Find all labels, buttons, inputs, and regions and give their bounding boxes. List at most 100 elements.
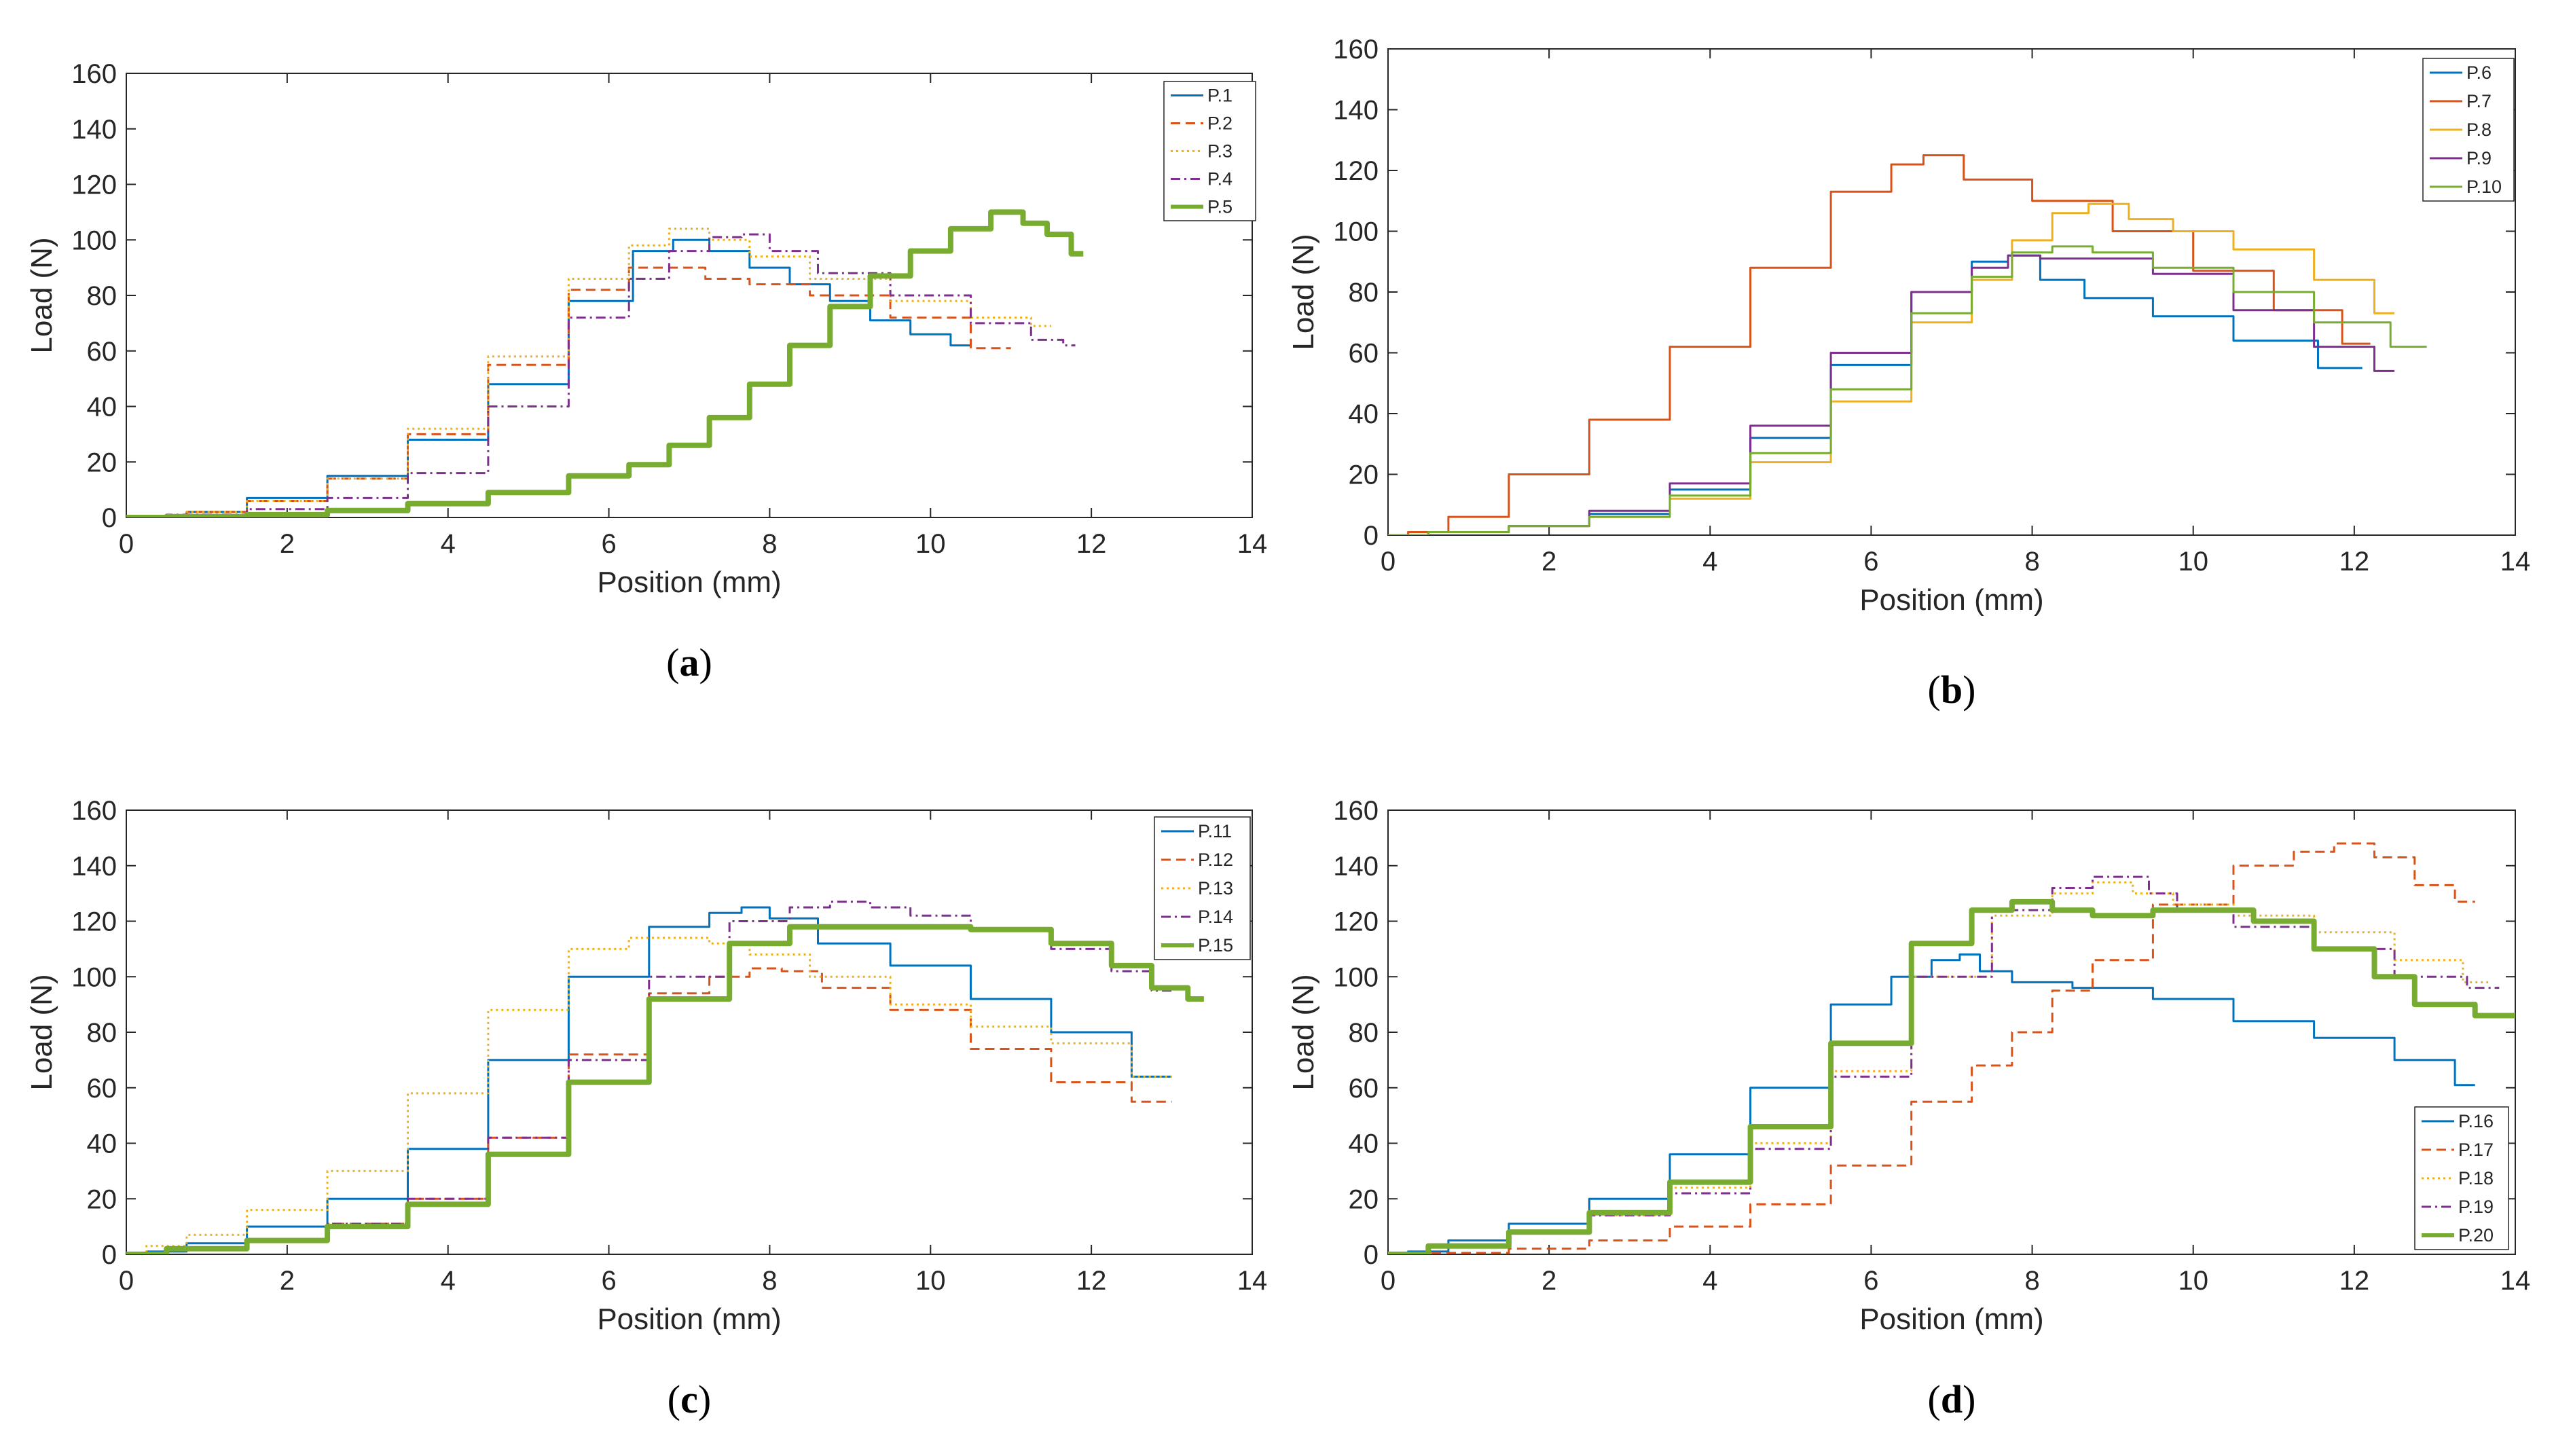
x-axis-label: Position (mm)	[597, 566, 781, 599]
legend-label: P.10	[2466, 177, 2502, 197]
y-tick-label: 60	[87, 1074, 117, 1104]
y-tick-label: 120	[1333, 907, 1379, 937]
chart-b: 0 2 4 6 8 10 12 14020406080100120140160Position…	[1287, 35, 2530, 712]
legend-label: P.15	[1198, 935, 1233, 956]
x-tick-label: 10	[2178, 547, 2208, 577]
y-tick-label: 120	[71, 907, 117, 937]
y-tick-label: 100	[71, 225, 117, 255]
subfigure-caption: (a)	[666, 640, 712, 685]
x-tick-label: 0	[1381, 1266, 1395, 1296]
y-tick-label: 140	[71, 115, 117, 145]
legend-box	[1163, 81, 1256, 221]
x-tick-label: 0	[119, 1266, 134, 1296]
x-tick-label: 8	[2024, 547, 2039, 577]
y-tick-label: 80	[87, 1018, 117, 1048]
x-tick-label: 14	[1237, 529, 1268, 559]
y-axis-label: Load (N)	[1287, 234, 1320, 350]
legend-label: P.18	[2458, 1168, 2494, 1188]
y-tick-label: 60	[1349, 1074, 1379, 1104]
y-tick-label: 80	[87, 281, 117, 311]
legend-label: P.14	[1198, 907, 1233, 927]
y-tick-label: 0	[102, 1240, 117, 1270]
series-line-P.17	[1388, 842, 2475, 1254]
legend-label: P.2	[1207, 113, 1233, 134]
chart-c: 0 2 4 6 8 10 12 14020406080100120140160Position…	[25, 796, 1267, 1421]
legend-label: P.8	[2466, 120, 2492, 140]
y-tick-label: 40	[1349, 1129, 1379, 1159]
legend-label: P.16	[2458, 1111, 2494, 1131]
x-tick-label: 8	[762, 529, 777, 559]
series-line-P.2	[126, 266, 1011, 517]
x-tick-label: 12	[1076, 1266, 1107, 1296]
y-tick-label: 140	[1333, 96, 1379, 126]
series-line-P.16	[1388, 953, 2475, 1254]
legend: P.6 P.7 P.8 P.9 P.10	[2422, 58, 2515, 202]
chart-a: 0 2 4 6 8 10 12 14020406080100120140160Position…	[25, 59, 1267, 685]
y-tick-label: 20	[87, 448, 117, 477]
legend-label: P.12	[1198, 850, 1233, 870]
series-line-P.20	[1388, 898, 2515, 1254]
x-tick-label: 10	[915, 529, 946, 559]
x-axis-label: Position (mm)	[1859, 583, 2043, 617]
x-axis-label: Position (mm)	[1859, 1303, 2043, 1336]
subfigure-caption: (c)	[668, 1377, 711, 1421]
y-tick-label: 60	[87, 337, 117, 367]
legend-label: P.1	[1207, 86, 1233, 106]
y-tick-label: 100	[1333, 962, 1379, 992]
x-tick-label: 0	[119, 529, 134, 559]
y-tick-label: 140	[71, 852, 117, 881]
subfigure-caption: (d)	[1928, 1377, 1976, 1421]
x-tick-label: 8	[762, 1266, 777, 1296]
x-tick-label: 6	[1863, 1266, 1878, 1296]
legend: P.16 P.17 P.18 P.19 P.20	[2414, 1106, 2509, 1250]
legend-box	[1154, 816, 1251, 960]
x-tick-label: 2	[1541, 547, 1556, 577]
y-tick-label: 160	[71, 796, 117, 826]
x-tick-label: 4	[441, 529, 456, 559]
y-tick-label: 0	[1364, 521, 1379, 551]
x-tick-label: 2	[280, 529, 295, 559]
x-axis-label: Position (mm)	[597, 1303, 781, 1336]
legend-label: P.6	[2466, 62, 2492, 83]
series-line-P.4	[126, 233, 1076, 517]
y-tick-label: 40	[87, 393, 117, 422]
x-tick-label: 12	[1076, 529, 1107, 559]
y-tick-label: 160	[1333, 35, 1379, 65]
y-axis-label: Load (N)	[25, 237, 58, 353]
legend-label: P.5	[1207, 197, 1233, 217]
plot-area	[126, 73, 1253, 518]
x-tick-label: 2	[1541, 1266, 1556, 1296]
legend-label: P.3	[1207, 141, 1233, 162]
legend-label: P.17	[2458, 1140, 2494, 1160]
y-tick-label: 20	[87, 1184, 117, 1214]
x-tick-label: 4	[1702, 547, 1717, 577]
x-tick-label: 14	[2500, 1266, 2531, 1296]
y-tick-label: 160	[1333, 796, 1379, 826]
series-line-P.7	[1388, 154, 2371, 535]
y-tick-label: 120	[71, 170, 117, 200]
y-tick-label: 160	[71, 59, 117, 89]
x-tick-label: 8	[2024, 1266, 2039, 1296]
legend-label: P.9	[2466, 148, 2492, 168]
series-line-P.12	[126, 967, 1172, 1254]
y-tick-label: 20	[1349, 1184, 1379, 1214]
y-axis-label: Load (N)	[1287, 974, 1320, 1090]
series-line-P.10	[1388, 245, 2427, 535]
series-line-P.5	[126, 209, 1084, 517]
legend-label: P.19	[2458, 1197, 2494, 1217]
x-tick-label: 2	[280, 1266, 295, 1296]
x-tick-label: 4	[1702, 1266, 1717, 1296]
x-tick-label: 12	[2339, 1266, 2370, 1296]
x-tick-label: 12	[2339, 547, 2370, 577]
series-line-P.3	[126, 228, 1051, 517]
y-tick-label: 100	[71, 962, 117, 992]
legend-label: P.20	[2458, 1225, 2494, 1245]
series-line-P.15	[126, 924, 1204, 1254]
legend-label: P.13	[1198, 878, 1233, 898]
y-tick-label: 0	[102, 503, 117, 533]
x-tick-label: 14	[2500, 547, 2531, 577]
x-tick-label: 4	[441, 1266, 456, 1296]
legend-label: P.7	[2466, 91, 2492, 111]
y-tick-label: 40	[1349, 399, 1379, 429]
